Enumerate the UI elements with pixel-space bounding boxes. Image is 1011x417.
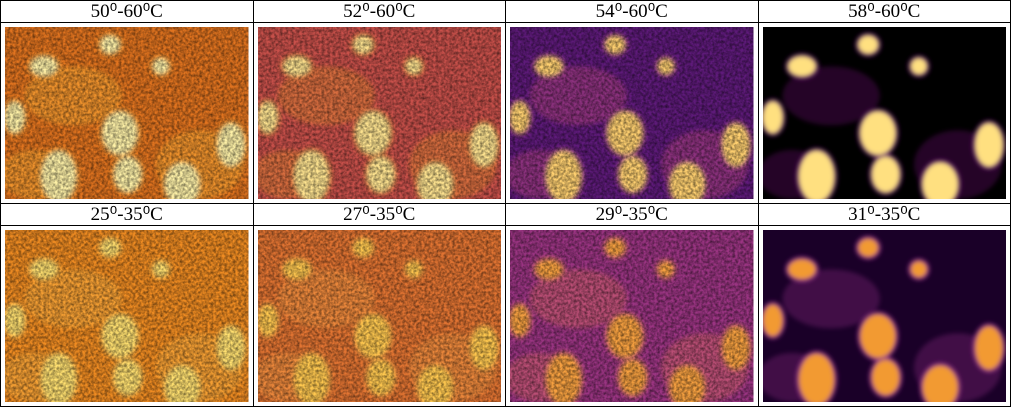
panel-label: 25⁰-35⁰C: [1, 204, 254, 226]
panel-label: 29⁰-35⁰C: [506, 204, 759, 226]
thermal-map: [763, 230, 1007, 402]
image-row: [1, 226, 1011, 407]
thermal-image: [1, 226, 254, 407]
thermal-image: [253, 226, 506, 407]
thermal-image: [506, 23, 759, 204]
thermal-map: [510, 230, 754, 402]
thermal-image: [253, 23, 506, 204]
thermal-map: [258, 27, 502, 199]
thermal-image: [506, 226, 759, 407]
thermal-image: [758, 226, 1011, 407]
thermal-image: [758, 23, 1011, 204]
panel-label: 31⁰-35⁰C: [758, 204, 1011, 226]
panel-label: 50⁰-60⁰C: [1, 1, 254, 23]
figure-grid: 50⁰-60⁰C 52⁰-60⁰C 54⁰-60⁰C 58⁰-60⁰C 25⁰-…: [0, 0, 1011, 407]
header-row: 50⁰-60⁰C 52⁰-60⁰C 54⁰-60⁰C 58⁰-60⁰C: [1, 1, 1011, 23]
thermal-map: [763, 27, 1007, 199]
panel-label: 54⁰-60⁰C: [506, 1, 759, 23]
thermal-map: [510, 27, 754, 199]
thermal-map: [5, 230, 249, 402]
panel-label: 52⁰-60⁰C: [253, 1, 506, 23]
panel-label: 58⁰-60⁰C: [758, 1, 1011, 23]
thermal-image: [1, 23, 254, 204]
thermal-map: [258, 230, 502, 402]
thermal-map: [5, 27, 249, 199]
image-row: [1, 23, 1011, 204]
header-row: 25⁰-35⁰C 27⁰-35⁰C 29⁰-35⁰C 31⁰-35⁰C: [1, 204, 1011, 226]
panel-label: 27⁰-35⁰C: [253, 204, 506, 226]
